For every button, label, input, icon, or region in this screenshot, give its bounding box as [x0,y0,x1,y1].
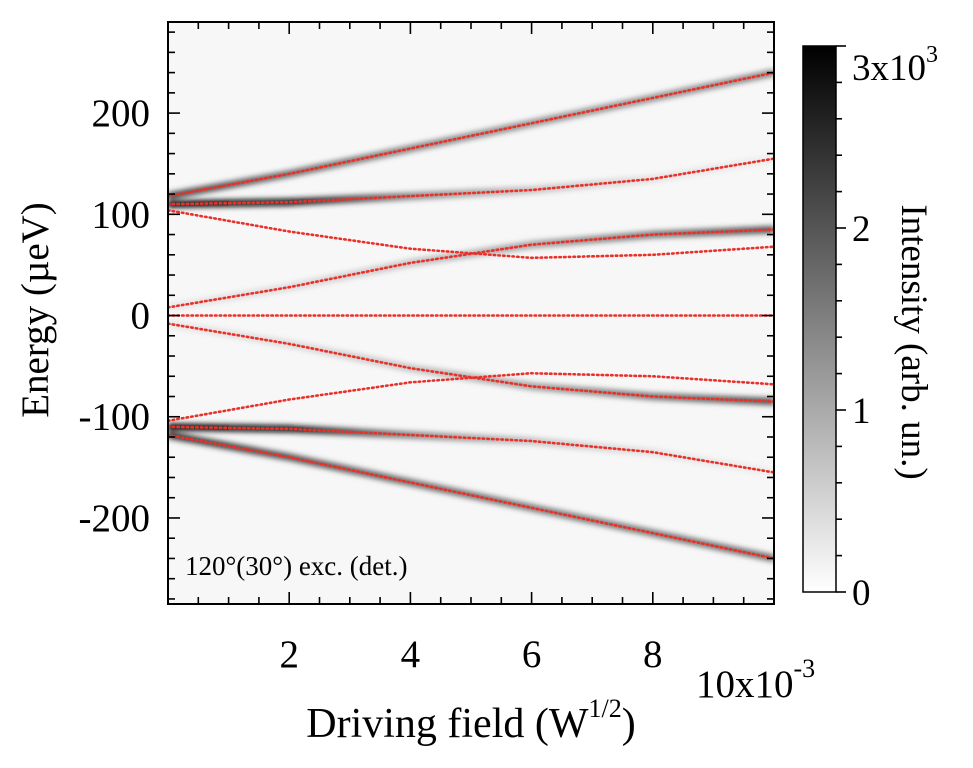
y-axis-ticks: 200 100 0 -100 -200 [79,31,774,600]
colorbar-tick-label: 1 [852,391,871,432]
colorbar: 0 1 2 3x103 Intensity (arb. un.) [802,42,938,614]
colorbar-tick-label: 0 [852,573,871,614]
x-axis-multiplier: 10x10-3 [696,654,815,706]
y-tick-label: -100 [79,396,151,439]
y-tick-label: 100 [92,193,151,236]
x-tick-label: 4 [401,633,421,676]
x-axis-label: Driving field (W1/2) [306,694,635,747]
fit-line-7 [168,425,774,474]
colorbar-max-base: 3x10 [852,48,926,89]
colorbar-gradient [802,45,837,593]
plot-area: 2 4 6 8 200 100 0 -100 -200 [79,21,775,676]
fit-line-1 [168,157,774,206]
x-axis-label-close: ) [622,701,636,747]
fit-lines [168,71,774,560]
annotation-label: 120°(30°) exc. (det.) [185,551,408,581]
fit-line-8 [168,433,774,560]
y-tick-label: 0 [131,295,151,338]
fit-line-0 [168,71,774,198]
plot-background [168,22,774,604]
fit-line-6 [168,371,774,423]
x-tick-label: 8 [643,633,663,676]
x-multiplier-base: 10x10 [696,663,794,706]
y-tick-label: 200 [92,92,151,135]
colorbar-ticks: 0 1 2 [836,45,871,614]
x-tick-label: 2 [279,633,299,676]
x-multiplier-exp: -3 [794,654,816,683]
y-axis-label: Energy (µeV) [14,202,57,418]
colorbar-max-label: 3x103 [852,42,938,89]
y-tick-label: -200 [79,497,151,540]
colorbar-max-exp: 3 [926,42,938,68]
fit-line-3 [168,228,774,309]
colorbar-axis-label: Intensity (arb. un.) [893,204,934,479]
x-axis-ticks: 2 4 6 8 [197,22,775,676]
colorbar-tick-label: 2 [852,209,871,250]
x-axis-label-main: Driving field (W [306,701,589,747]
x-tick-label: 6 [522,633,542,676]
x-axis-label-sup: 1/2 [589,694,622,723]
